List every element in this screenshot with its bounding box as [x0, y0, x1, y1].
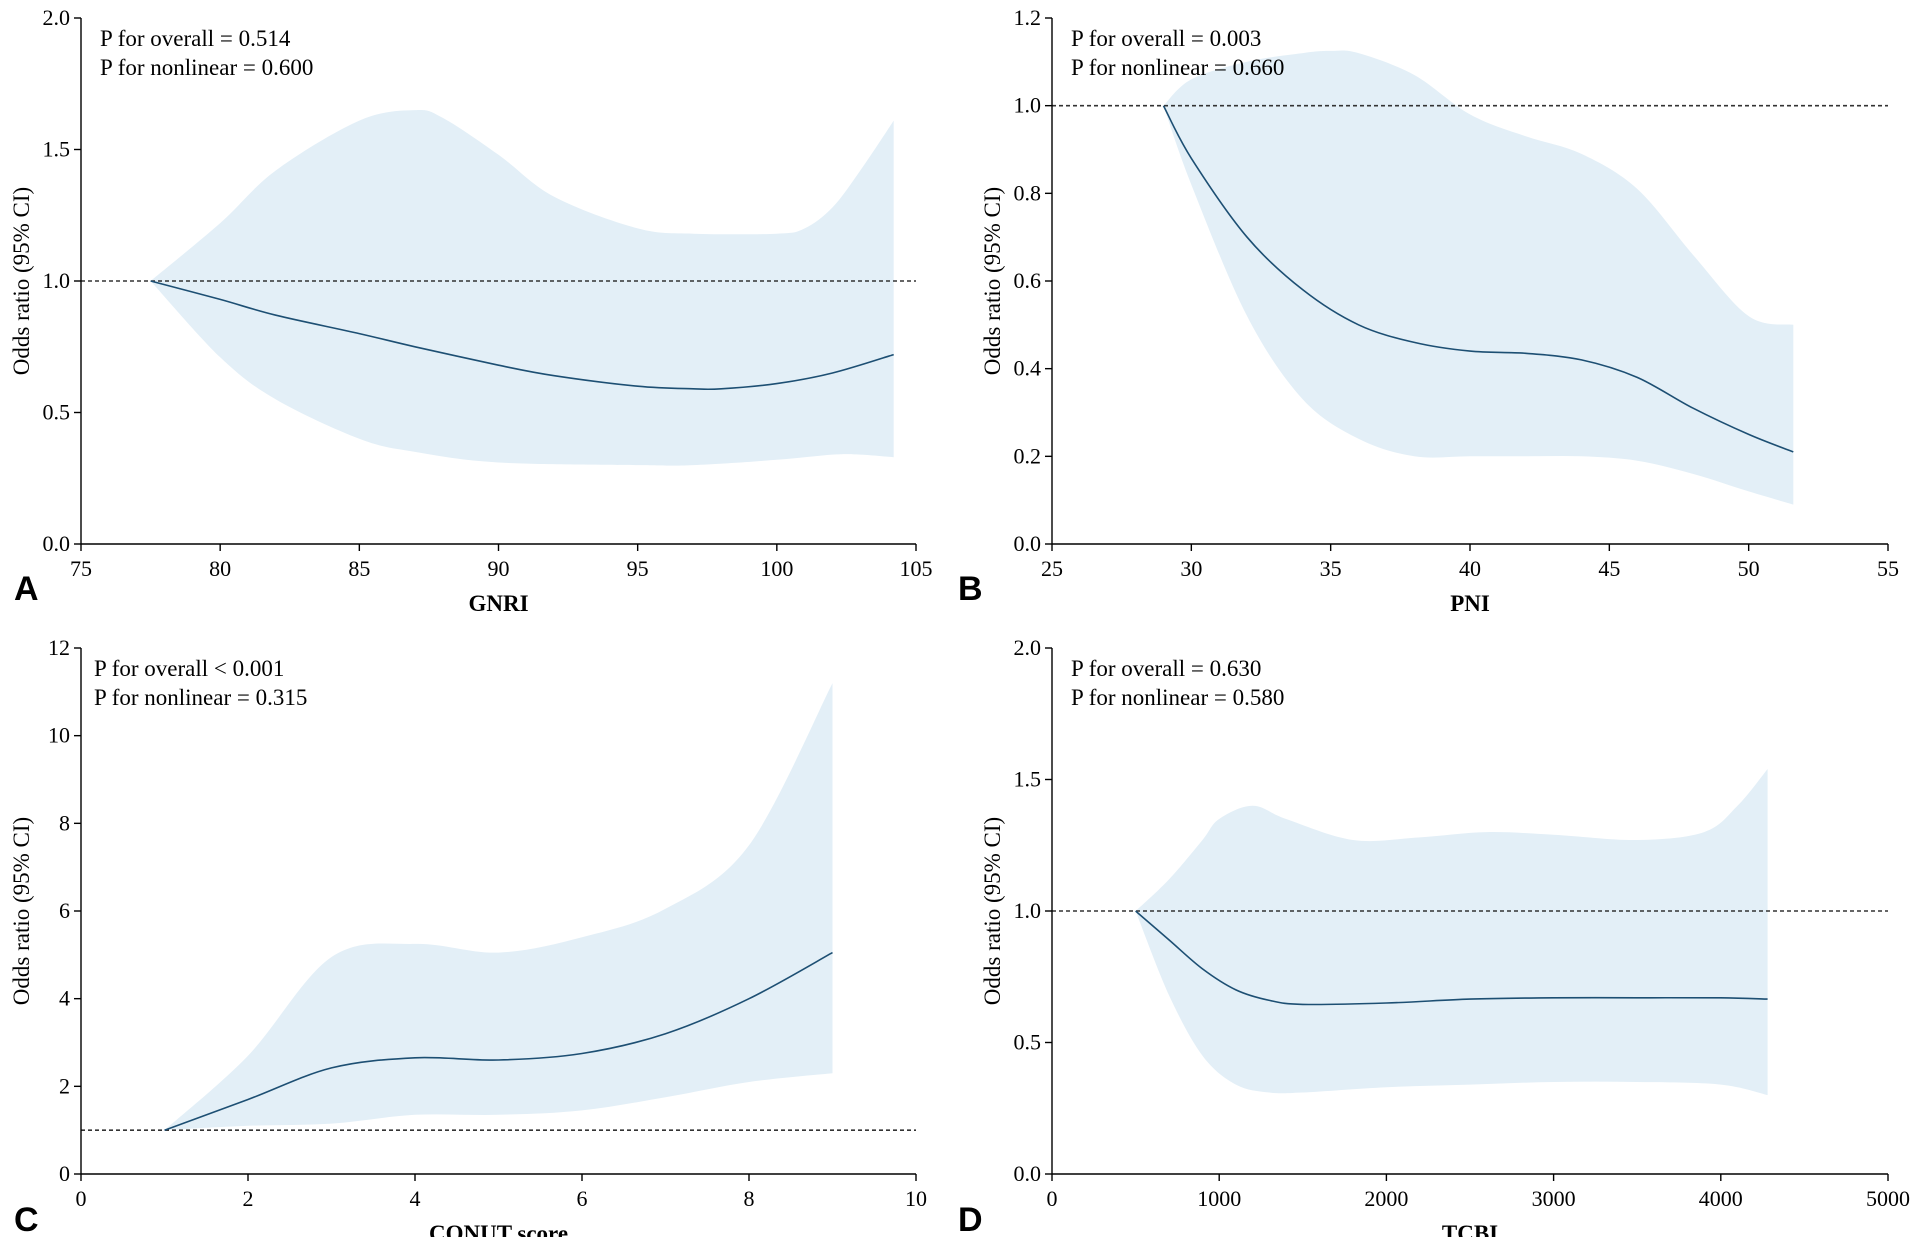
- x-tick-label-b: 45: [1598, 556, 1620, 581]
- ci-band-c: [164, 683, 833, 1131]
- x-tick-label-a: 90: [488, 556, 510, 581]
- y-tick-label-a: 2.0: [43, 5, 71, 30]
- y-tick-label-b: 0.6: [1014, 268, 1042, 293]
- y-tick-label-b: 0.8: [1014, 180, 1042, 205]
- x-tick-label-a: 75: [70, 556, 92, 581]
- x-tick-label-c: 4: [410, 1186, 421, 1211]
- p-value-annotation-c: P for overall < 0.001: [94, 656, 284, 681]
- y-tick-label-d: 2.0: [1014, 635, 1042, 660]
- x-axis-title-b: PNI: [1450, 591, 1490, 616]
- p-value-annotation-d: P for overall = 0.630: [1071, 656, 1261, 681]
- x-tick-label-d: 5000: [1866, 1186, 1910, 1211]
- x-axis-title-d: TCBI: [1442, 1221, 1498, 1237]
- y-tick-label-c: 12: [48, 635, 70, 660]
- y-tick-label-a: 0.0: [43, 531, 71, 556]
- p-value-annotation-a: P for overall = 0.514: [100, 26, 291, 51]
- x-tick-label-a: 85: [348, 556, 370, 581]
- panel-b: 0.0 0.2 0.4 0.6 0.8 1.0 1.2 25 30 35 40 45 50 55 PNI Od…: [958, 5, 1899, 616]
- y-tick-label-b: 1.2: [1014, 5, 1042, 30]
- x-tick-label-a: 80: [209, 556, 231, 581]
- or-curve-a: [150, 280, 894, 391]
- x-tick-label-d: 2000: [1364, 1186, 1408, 1211]
- x-axis-title-c: CONUT score: [429, 1221, 568, 1237]
- or-curve-d: [1135, 910, 1768, 1006]
- x-tick-label-c: 6: [577, 1186, 588, 1211]
- y-axis-title-b: Odds ratio (95% CI): [980, 187, 1005, 375]
- panel-a: 0.0 0.5 1.0 1.5 2.0 75 80 85 90 95 100 105 GNRI Odds …: [9, 5, 933, 616]
- y-axis-title-a: Odds ratio (95% CI): [9, 187, 34, 375]
- y-tick-label-d: 1.0: [1014, 898, 1042, 923]
- y-tick-label-d: 0.5: [1014, 1030, 1042, 1055]
- y-axis-title-c: Odds ratio (95% CI): [9, 817, 34, 1005]
- y-tick-label-b: 1.0: [1014, 93, 1042, 118]
- x-tick-label-a: 95: [627, 556, 649, 581]
- y-tick-label-c: 6: [59, 898, 70, 923]
- ci-band-a: [150, 109, 894, 466]
- x-tick-label-d: 3000: [1532, 1186, 1576, 1211]
- p-value-annotation-c: P for nonlinear = 0.315: [94, 685, 307, 710]
- p-value-annotation-b: P for overall = 0.003: [1071, 26, 1261, 51]
- y-tick-label-b: 0.0: [1014, 531, 1042, 556]
- x-tick-label-d: 1000: [1197, 1186, 1241, 1211]
- ci-band-b: [1163, 50, 1794, 505]
- p-value-annotation-d: P for nonlinear = 0.580: [1071, 685, 1284, 710]
- y-tick-label-d: 0.0: [1014, 1161, 1042, 1186]
- x-tick-label-b: 35: [1320, 556, 1342, 581]
- y-tick-label-b: 0.2: [1014, 443, 1042, 468]
- y-tick-label-c: 8: [59, 810, 70, 835]
- y-tick-label-c: 2: [59, 1073, 70, 1098]
- panel-letter-a: A: [14, 570, 39, 608]
- x-tick-label-c: 2: [243, 1186, 254, 1211]
- y-tick-label-a: 0.5: [43, 400, 71, 425]
- or-curve-b: [1162, 105, 1794, 453]
- y-tick-label-c: 10: [48, 723, 70, 748]
- x-tick-label-b: 25: [1041, 556, 1063, 581]
- p-value-annotation-a: P for nonlinear = 0.600: [100, 55, 313, 80]
- panel-d: 0.0 0.5 1.0 1.5 2.0 0 1000 2000 3000 4000 5000 TCBI…: [958, 635, 1910, 1237]
- panel-letter-b: B: [958, 570, 983, 608]
- x-tick-label-a: 105: [900, 556, 933, 581]
- x-tick-label-d: 4000: [1699, 1186, 1743, 1211]
- x-tick-label-d: 0: [1047, 1186, 1058, 1211]
- x-axis-title-a: GNRI: [468, 591, 528, 616]
- y-tick-label-a: 1.0: [43, 268, 71, 293]
- x-tick-label-c: 8: [744, 1186, 755, 1211]
- x-tick-label-b: 30: [1180, 556, 1202, 581]
- panel-letter-d: D: [958, 1201, 983, 1237]
- p-value-annotation-b: P for nonlinear = 0.660: [1071, 55, 1284, 80]
- y-axis-title-d: Odds ratio (95% CI): [980, 817, 1005, 1005]
- x-tick-label-c: 10: [905, 1186, 927, 1211]
- y-tick-label-b: 0.4: [1014, 356, 1042, 381]
- ci-band-d: [1135, 769, 1768, 1096]
- x-tick-label-a: 100: [760, 556, 793, 581]
- x-tick-label-b: 40: [1459, 556, 1481, 581]
- panel-letter-c: C: [14, 1201, 39, 1237]
- x-tick-label-b: 55: [1877, 556, 1899, 581]
- x-tick-label-c: 0: [76, 1186, 87, 1211]
- panel-c: 0 2 4 6 8 10 12 0 2 4 6 8 10 CONUT score Odds ratio (9…: [9, 635, 927, 1237]
- y-tick-label-c: 0: [59, 1161, 70, 1186]
- or-curve-c: [164, 951, 833, 1131]
- y-tick-label-a: 1.5: [43, 137, 71, 162]
- y-tick-label-c: 4: [59, 986, 70, 1011]
- x-tick-label-b: 50: [1738, 556, 1760, 581]
- y-tick-label-d: 1.5: [1014, 767, 1042, 792]
